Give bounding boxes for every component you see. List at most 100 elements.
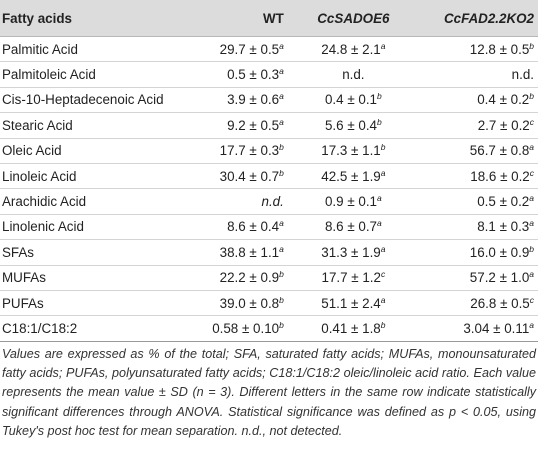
- cell-ccfad22ko2: 3.04 ± 0.11a: [422, 315, 538, 342]
- cell-wt: 0.5 ± 0.3a: [209, 61, 284, 88]
- significance-letter: b: [529, 40, 534, 51]
- cell-ccfad22ko2: 0.4 ± 0.2b: [422, 87, 538, 114]
- cell-ccsadoe6: 0.41 ± 1.8b: [283, 315, 423, 342]
- table-row: Palmitoleic Acid 0.5 ± 0.3a n.d. n.d.: [0, 61, 538, 88]
- cell-ccsadoe6: 42.5 ± 1.9a: [283, 163, 423, 190]
- cell-wt: 38.8 ± 1.1a: [209, 239, 284, 266]
- significance-letter: a: [529, 319, 534, 330]
- cell-wt: 17.7 ± 0.3b: [209, 138, 284, 164]
- cell-value: 8.6 ± 0.4: [227, 219, 280, 235]
- significance-letter: a: [380, 40, 386, 51]
- cell-ccfad22ko2: 8.1 ± 0.3a: [422, 214, 538, 241]
- cell-wt: 3.9 ± 0.6a: [209, 87, 284, 114]
- cell-wt: 29.7 ± 0.5a: [209, 36, 284, 63]
- significance-letter: b: [279, 294, 284, 305]
- cell-value: 3.9 ± 0.6: [227, 92, 280, 108]
- cell-value: 2.7 ± 0.2: [477, 117, 530, 133]
- cell-ccfad22ko2: 57.2 ± 1.0a: [422, 265, 538, 291]
- cell-value: 38.8 ± 1.1: [219, 244, 280, 260]
- table-row: SFAs 38.8 ± 1.1a 31.3 ± 1.9a 16.0 ± 0.9b: [0, 239, 538, 266]
- cell-value: n.d.: [261, 194, 284, 210]
- cell-value: 0.4 ± 0.2: [477, 92, 530, 108]
- cell-value: 51.1 ± 2.4: [321, 295, 381, 311]
- cell-value: 8.1 ± 0.3: [477, 219, 530, 235]
- row-label: Stearic Acid: [0, 112, 210, 139]
- fatty-acid-table: Fatty acids WT CcSADOE6 CcFAD2.2KO2 Palm…: [0, 0, 538, 342]
- row-label: Oleic Acid: [0, 138, 210, 164]
- row-label: Arachidic Acid: [0, 188, 210, 215]
- cell-wt: 8.6 ± 0.4a: [209, 214, 284, 241]
- cell-value: 17.7 ± 1.2: [321, 270, 381, 286]
- cell-wt: 22.2 ± 0.9b: [209, 265, 284, 291]
- table-header: Fatty acids WT CcSADOE6 CcFAD2.2KO2: [0, 0, 538, 37]
- cell-ccfad22ko2: n.d.: [422, 61, 538, 88]
- table-row: Cis-10-Heptadecenoic Acid 3.9 ± 0.6a 0.4 ±…: [0, 87, 538, 114]
- row-label: Palmitic Acid: [0, 36, 210, 63]
- cell-wt: 39.0 ± 0.8b: [209, 290, 284, 317]
- table-row: Oleic Acid 17.7 ± 0.3b 17.3 ± 1.1b 56.7 ± 0…: [0, 138, 538, 164]
- table-row: Stearic Acid 9.2 ± 0.5a 5.6 ± 0.4b 2.7 ± 0.…: [0, 112, 538, 139]
- column-header-fatty-acids: Fatty acids: [0, 0, 210, 37]
- cell-ccfad22ko2: 2.7 ± 0.2c: [422, 112, 538, 139]
- cell-ccfad22ko2: 26.8 ± 0.5c: [422, 290, 538, 317]
- cell-ccsadoe6: 8.6 ± 0.7a: [283, 214, 423, 241]
- cell-ccfad22ko2: 56.7 ± 0.8a: [422, 138, 538, 164]
- cell-value: 3.04 ± 0.11: [463, 320, 530, 336]
- cell-ccsadoe6: 0.4 ± 0.1b: [283, 87, 423, 114]
- column-header-ccfad22ko2: CcFAD2.2KO2: [422, 0, 538, 37]
- cell-value: 22.2 ± 0.9: [219, 270, 280, 286]
- cell-ccsadoe6: 51.1 ± 2.4a: [283, 290, 423, 317]
- significance-letter: a: [380, 167, 386, 178]
- row-label: PUFAs: [0, 290, 210, 317]
- table-row: Linoleic Acid 30.4 ± 0.7b 42.5 ± 1.9a 18.6 …: [0, 163, 538, 190]
- row-label: Linolenic Acid: [0, 214, 210, 241]
- cell-value: 18.6 ± 0.2: [470, 168, 530, 184]
- row-label: Linoleic Acid: [0, 163, 210, 190]
- cell-value: 17.7 ± 0.3: [219, 143, 280, 159]
- significance-letter: b: [377, 91, 382, 102]
- table-row: PUFAs 39.0 ± 0.8b 51.1 ± 2.4a 26.8 ± 0.5c: [0, 290, 538, 317]
- cell-value: 30.4 ± 0.7: [219, 168, 280, 184]
- cell-value: n.d.: [342, 67, 365, 83]
- cell-ccsadoe6: 5.6 ± 0.4b: [283, 112, 423, 139]
- table-row: Linolenic Acid 8.6 ± 0.4a 8.6 ± 0.7a 8.1 ± …: [0, 214, 538, 241]
- significance-letter: a: [380, 243, 386, 254]
- cell-ccfad22ko2: 16.0 ± 0.9b: [422, 239, 538, 266]
- row-label: Cis-10-Heptadecenoic Acid: [0, 87, 210, 114]
- cell-value: 5.6 ± 0.4: [324, 117, 378, 133]
- significance-letter: a: [279, 116, 284, 127]
- table-footnote: Values are expressed as % of the total; …: [2, 347, 536, 438]
- cell-value: 0.9 ± 0.1: [324, 194, 378, 210]
- cell-value: 9.2 ± 0.5: [227, 117, 280, 133]
- row-label: MUFAs: [0, 265, 210, 291]
- cell-ccsadoe6: 24.8 ± 2.1a: [283, 36, 423, 63]
- significance-letter: b: [279, 319, 284, 330]
- cell-ccfad22ko2: 12.8 ± 0.5b: [422, 36, 538, 63]
- cell-wt: 0.58 ± 0.10b: [209, 315, 284, 342]
- cell-value: 31.3 ± 1.9: [321, 244, 381, 260]
- cell-ccsadoe6: 0.9 ± 0.1a: [283, 188, 423, 215]
- significance-letter: c: [529, 294, 534, 305]
- significance-letter: a: [529, 218, 534, 229]
- significance-letter: b: [279, 269, 284, 280]
- cell-value: 0.5 ± 0.3: [227, 67, 280, 83]
- significance-letter: b: [377, 116, 382, 127]
- row-label: Palmitoleic Acid: [0, 61, 210, 88]
- table-row: C18:1/C18:2 0.58 ± 0.10b 0.41 ± 1.8b 3.04 ±…: [0, 315, 538, 342]
- significance-letter: a: [529, 193, 534, 204]
- cell-value: 12.8 ± 0.5: [469, 41, 530, 57]
- cell-value: 8.6 ± 0.7: [324, 219, 378, 235]
- significance-letter: c: [529, 167, 534, 178]
- significance-letter: b: [380, 142, 386, 153]
- header-row: Fatty acids WT CcSADOE6 CcFAD2.2KO2: [0, 0, 538, 37]
- significance-letter: a: [279, 243, 284, 254]
- cell-wt: 9.2 ± 0.5a: [209, 112, 284, 139]
- cell-ccfad22ko2: 0.5 ± 0.2a: [422, 188, 538, 215]
- table-row: MUFAs 22.2 ± 0.9b 17.7 ± 1.2c 57.2 ± 1.0a: [0, 265, 538, 291]
- significance-letter: a: [279, 66, 284, 77]
- cell-value: 0.5 ± 0.2: [477, 194, 530, 210]
- significance-letter: a: [380, 294, 386, 305]
- cell-value: 56.7 ± 0.8: [469, 143, 530, 159]
- significance-letter: a: [279, 218, 284, 229]
